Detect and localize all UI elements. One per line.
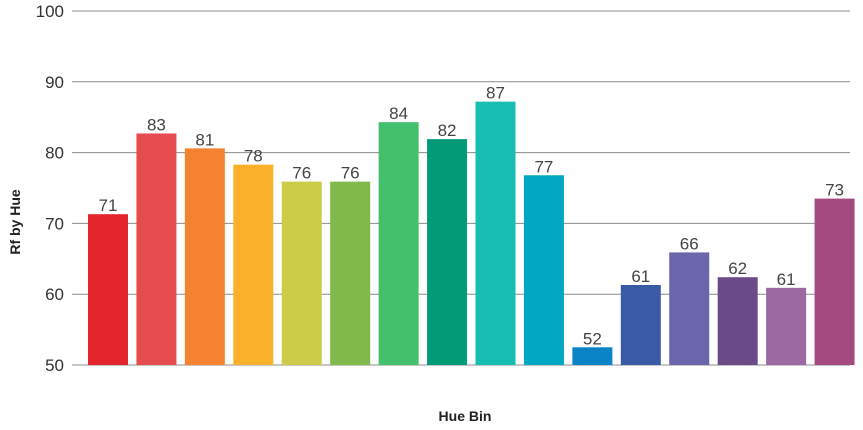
- data-label-12: 61: [631, 267, 650, 286]
- bar-15: [766, 287, 807, 365]
- bar-4: [233, 164, 274, 365]
- y-axis-tick-labels: 50 60 70 80 90 100: [36, 2, 64, 375]
- data-label-2: 83: [147, 115, 166, 134]
- x-axis-title: Hue Bin: [439, 408, 492, 424]
- data-label-5: 76: [292, 164, 311, 183]
- data-labels: 71 83 81 78 76 76 84 82 87 77 52 61 66 62 61 73: [99, 84, 844, 349]
- y-axis-title: Rf by Hue: [7, 189, 23, 255]
- data-label-15: 61: [777, 270, 796, 289]
- data-label-8: 82: [438, 121, 457, 140]
- bar-8: [427, 139, 468, 365]
- data-label-3: 81: [195, 130, 214, 149]
- bar-3: [184, 148, 225, 365]
- bar-9: [475, 101, 516, 366]
- bar-11: [572, 347, 613, 365]
- data-label-14: 62: [728, 259, 747, 278]
- bar-7: [378, 122, 419, 365]
- data-label-11: 52: [583, 329, 602, 348]
- bar-14: [717, 277, 758, 365]
- bar-2: [136, 133, 177, 365]
- data-label-4: 78: [244, 147, 263, 166]
- data-label-7: 84: [389, 104, 408, 123]
- data-label-6: 76: [341, 164, 360, 183]
- y-tick-label: 100: [36, 2, 64, 21]
- bars: [88, 101, 855, 366]
- data-label-9: 87: [486, 84, 505, 103]
- bar-12: [620, 284, 661, 365]
- bar-6: [330, 181, 371, 365]
- bar-5: [281, 181, 322, 365]
- bar-13: [669, 252, 710, 365]
- data-label-16: 73: [825, 181, 844, 200]
- y-tick-label: 60: [45, 285, 64, 304]
- bar-10: [523, 175, 564, 365]
- bar-16: [814, 198, 855, 365]
- y-tick-label: 80: [45, 144, 64, 163]
- data-label-10: 77: [534, 157, 553, 176]
- y-tick-label: 50: [45, 356, 64, 375]
- bar-1: [88, 214, 128, 365]
- y-tick-label: 90: [45, 73, 64, 92]
- data-label-13: 66: [680, 234, 699, 253]
- y-tick-label: 70: [45, 214, 64, 233]
- data-label-1: 71: [99, 196, 118, 215]
